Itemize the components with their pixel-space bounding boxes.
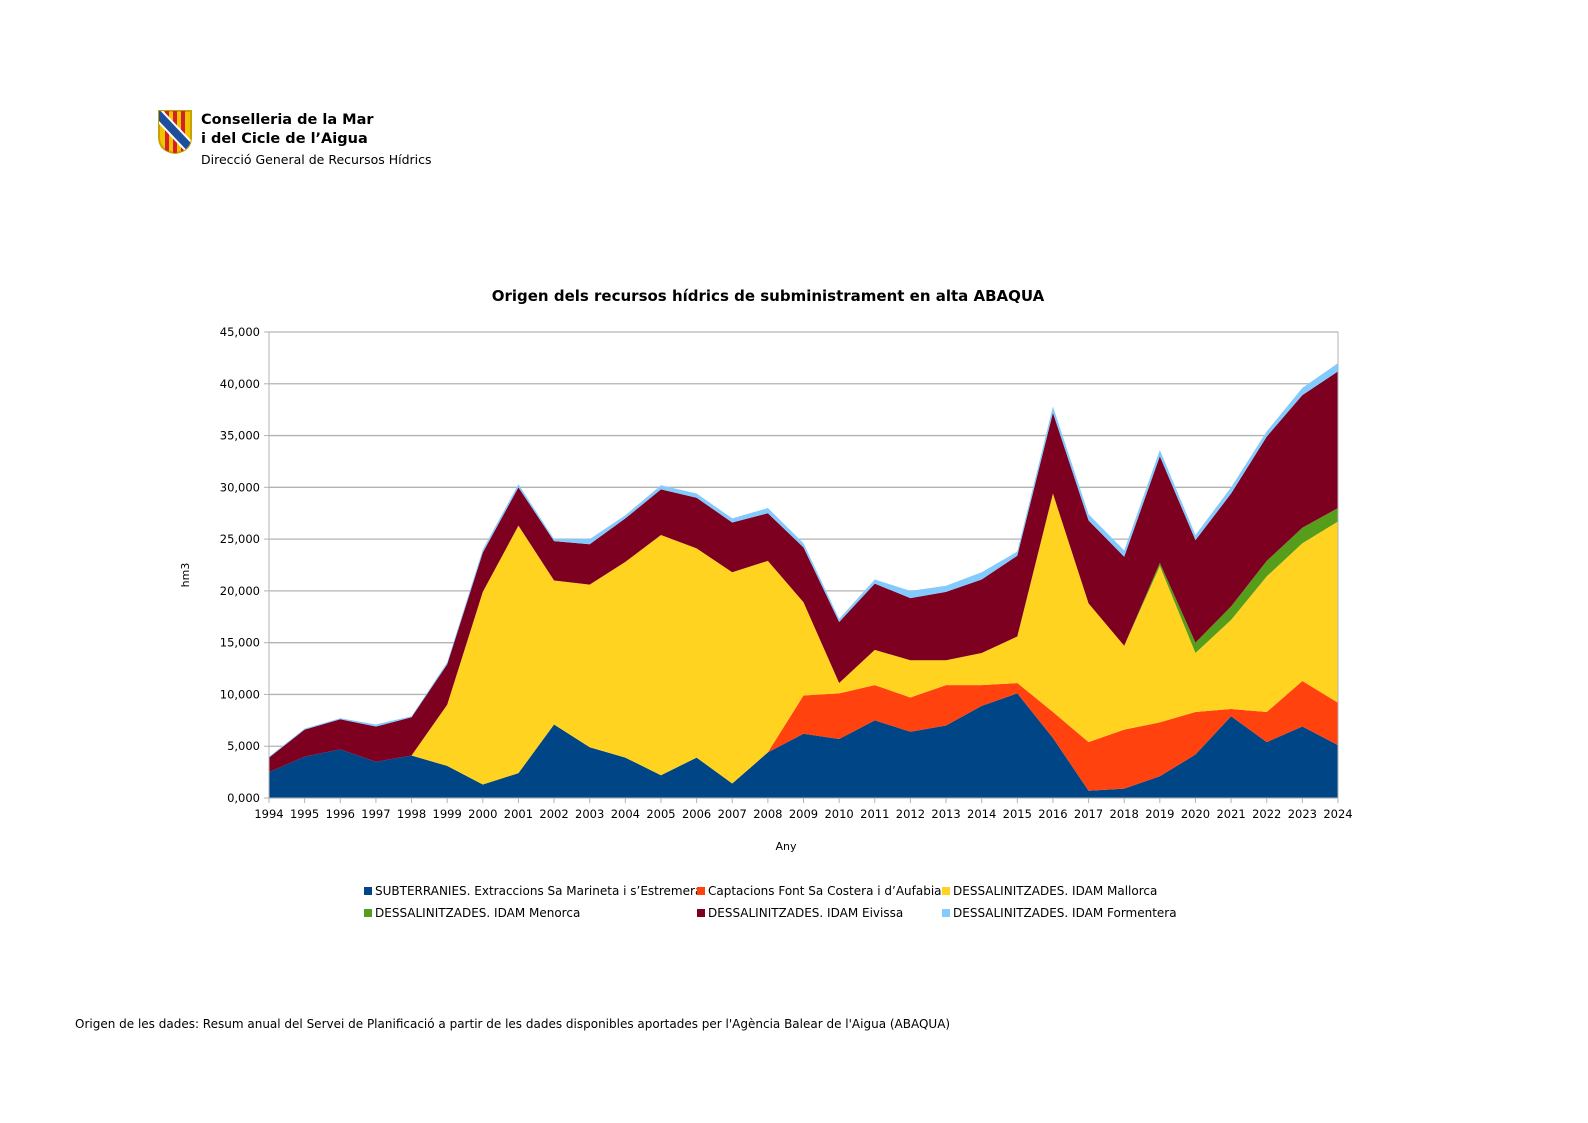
x-tick-label: 2001	[504, 807, 533, 821]
x-tick-label: 2007	[718, 807, 747, 821]
y-tick-label: 45,000	[220, 325, 260, 339]
legend-swatch	[364, 909, 372, 917]
org-line-1: Conselleria de la Mar	[201, 112, 374, 128]
y-tick-label: 15,000	[220, 636, 260, 650]
area-series-6	[269, 363, 1338, 758]
x-tick-label: 2017	[1074, 807, 1103, 821]
y-tick-label: 30,000	[220, 480, 260, 494]
legend-label: SUBTERRANIES. Extraccions Sa Marineta i …	[375, 884, 703, 898]
x-axis-label: Any	[775, 840, 796, 853]
org-line-3: Direcció General de Recursos Hídrics	[201, 152, 432, 167]
x-tick-label: 2021	[1216, 807, 1245, 821]
y-axis-label: hm3	[179, 563, 192, 588]
area-series-3	[269, 493, 1338, 785]
x-tick-label: 2010	[824, 807, 853, 821]
legend-item: Captacions Font Sa Costera i d’Aufabia	[697, 884, 942, 898]
legend-label: DESSALINITZADES. IDAM Formentera	[953, 906, 1177, 920]
legend-item: SUBTERRANIES. Extraccions Sa Marineta i …	[364, 884, 702, 898]
legend-item: DESSALINITZADES. IDAM Eivissa	[697, 906, 903, 920]
y-tick-label: 20,000	[220, 584, 260, 598]
x-tick-label: 2018	[1110, 807, 1139, 821]
x-tick-label: 1999	[433, 807, 462, 821]
x-tick-label: 2020	[1181, 807, 1210, 821]
x-tick-label: 2012	[896, 807, 925, 821]
area-series-1	[269, 693, 1338, 798]
x-tick-label: 2011	[860, 807, 889, 821]
balearic-shield-logo	[158, 110, 192, 155]
x-tick-label: 1997	[361, 807, 390, 821]
x-tick-label: 1995	[290, 807, 319, 821]
org-line-2: i del Cicle de l’Aigua	[201, 131, 368, 147]
legend-swatch	[942, 887, 950, 895]
legend-swatch	[364, 887, 372, 895]
x-tick-label: 1996	[326, 807, 355, 821]
x-tick-label: 2000	[468, 807, 497, 821]
y-tick-label: 25,000	[220, 532, 260, 546]
x-tick-label: 2022	[1252, 807, 1281, 821]
legend-item: DESSALINITZADES. IDAM Mallorca	[942, 884, 1157, 898]
y-tick-label: 5,000	[227, 739, 260, 753]
legend-label: Captacions Font Sa Costera i d’Aufabia	[708, 884, 942, 898]
x-tick-label: 1998	[397, 807, 426, 821]
legend-label: DESSALINITZADES. IDAM Menorca	[375, 906, 581, 920]
x-tick-label: 2006	[682, 807, 711, 821]
legend-item: DESSALINITZADES. IDAM Formentera	[942, 906, 1177, 920]
data-source-note: Origen de les dades: Resum anual del Ser…	[75, 1017, 951, 1031]
chart-title: Origen dels recursos hídrics de subminis…	[492, 287, 1045, 305]
legend-label: DESSALINITZADES. IDAM Eivissa	[708, 906, 904, 920]
x-tick-label: 2009	[789, 807, 818, 821]
area-series-2	[269, 680, 1338, 791]
area-series-5	[269, 371, 1338, 773]
legend-swatch	[697, 887, 705, 895]
y-tick-label: 10,000	[220, 687, 260, 701]
legend-swatch	[697, 909, 705, 917]
x-tick-label: 2003	[575, 807, 604, 821]
x-tick-label: 2016	[1038, 807, 1067, 821]
organization-name: Conselleria de la Mar i del Cicle de l’A…	[201, 111, 432, 169]
x-tick-label: 2008	[753, 807, 782, 821]
y-tick-label: 0,000	[227, 791, 260, 805]
legend-label: DESSALINITZADES. IDAM Mallorca	[953, 884, 1158, 898]
x-tick-label: 2013	[931, 807, 960, 821]
x-tick-label: 2005	[646, 807, 675, 821]
x-tick-label: 1994	[254, 807, 283, 821]
x-tick-label: 2015	[1003, 807, 1032, 821]
legend-item: DESSALINITZADES. IDAM Menorca	[364, 906, 580, 920]
y-tick-label: 40,000	[220, 377, 260, 391]
x-tick-label: 2024	[1323, 807, 1352, 821]
y-tick-label: 35,000	[220, 429, 260, 443]
x-tick-label: 2014	[967, 807, 996, 821]
x-tick-label: 2002	[539, 807, 568, 821]
x-tick-label: 2019	[1145, 807, 1174, 821]
legend-swatch	[942, 909, 950, 917]
x-tick-label: 2023	[1288, 807, 1317, 821]
x-tick-label: 2004	[611, 807, 640, 821]
